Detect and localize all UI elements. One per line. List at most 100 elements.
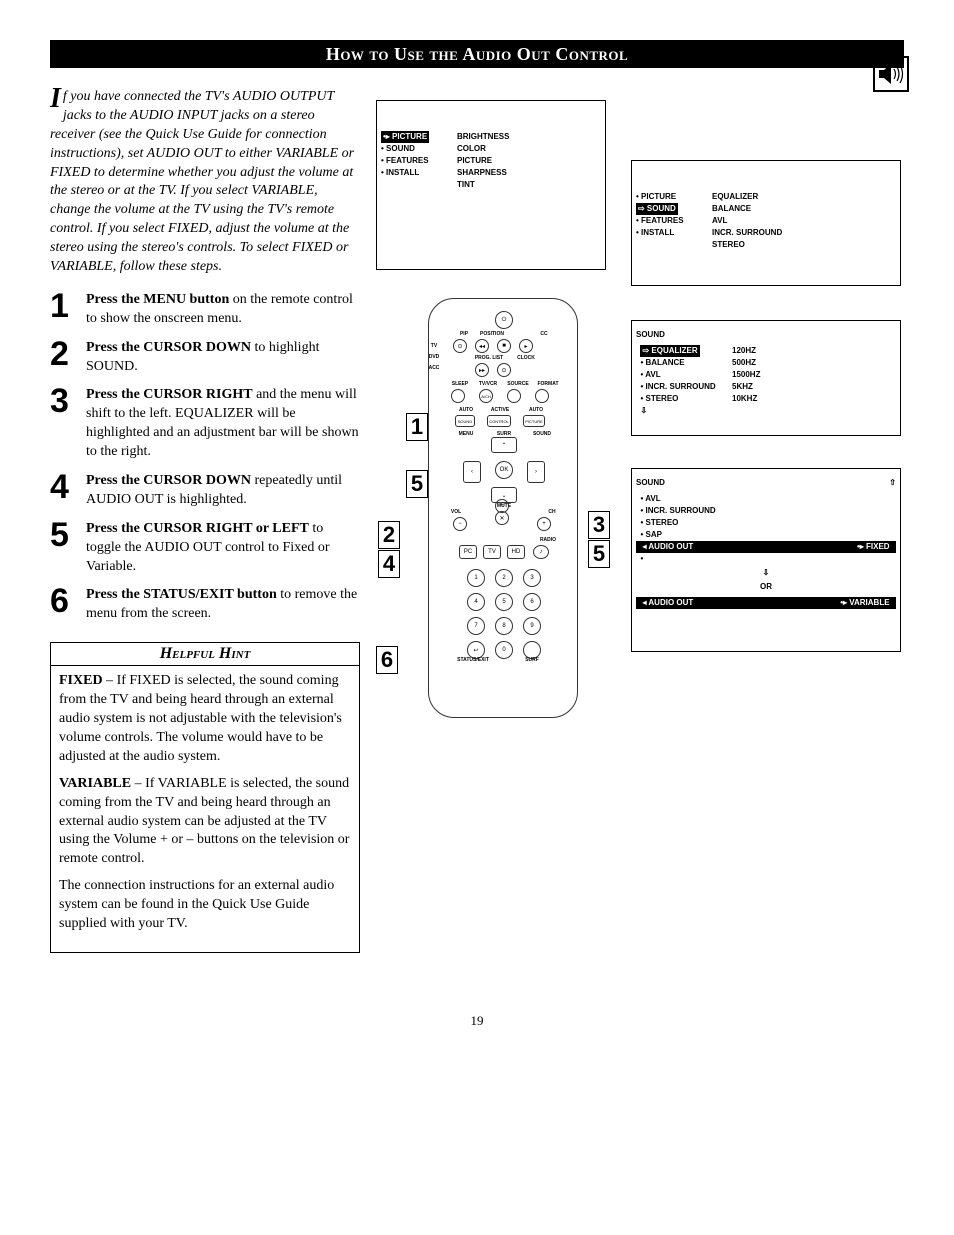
remote-label: RADIO <box>533 537 563 543</box>
remote-label: PIP <box>449 331 479 337</box>
step-number: 1 <box>50 291 78 322</box>
diagram-area: •▸ PICTUREBRIGHTNESSSOUNDCOLORFEATURESPI… <box>376 88 904 788</box>
remote-button: ⊙ <box>497 363 511 377</box>
callout-5b: 5 <box>588 540 610 568</box>
callout-4: 4 <box>378 550 400 578</box>
remote-button: + <box>537 517 551 531</box>
step: 2Press the CURSOR DOWN to highlight SOUN… <box>50 339 360 377</box>
remote-label: SOUND <box>527 431 557 437</box>
step-number: 5 <box>50 520 78 551</box>
osd-menu-audio-out: SOUND⇧ AVL INCR. SURROUND STEREO SAP ◂ A… <box>631 468 901 652</box>
remote-control: ⏻ PIPPOSITION CC ⊙ ◂◂ ■ ▸ PROG. LISTCLOCK ▸▸ ⊙ TV D… <box>428 298 578 718</box>
page-header: How to Use the Audio Out Control <box>50 40 904 68</box>
callout-6: 6 <box>376 646 398 674</box>
page-number: 19 <box>50 1013 904 1029</box>
remote-label: AUTO <box>521 407 551 413</box>
diagram-column: •▸ PICTUREBRIGHTNESSSOUNDCOLORFEATURESPI… <box>376 88 904 953</box>
step: 3 Press the CURSOR RIGHT and the menu wil… <box>50 386 360 462</box>
step-number: 3 <box>50 386 78 417</box>
remote-label: FORMAT <box>533 381 563 387</box>
remote-button: 2 <box>495 569 513 587</box>
step: 4 Press the CURSOR DOWN repeatedly until … <box>50 472 360 510</box>
remote-button: ✕ <box>495 511 509 525</box>
remote-button: 6 <box>523 593 541 611</box>
step: 5 Press the CURSOR RIGHT or LEFT to toggl… <box>50 520 360 577</box>
left-column: If you have connected the TV's AUDIO OUT… <box>50 88 360 953</box>
remote-button: HD <box>507 545 525 559</box>
callout-3: 3 <box>588 511 610 539</box>
remote-label: ACTIVE <box>485 407 515 413</box>
remote-label: SURF <box>517 657 547 663</box>
step: 6 Press the STATUS/EXIT button to remove … <box>50 586 360 624</box>
step-number: 6 <box>50 586 78 617</box>
intro-text: f you have connected the TV's AUDIO OUTP… <box>50 89 354 274</box>
page-title: How to Use the Audio Out Control <box>326 44 628 65</box>
callout-2: 2 <box>378 521 400 549</box>
remote-button: 7 <box>467 617 485 635</box>
remote-button <box>451 389 465 403</box>
steps-list: 1 Press the MENU button on the remote con… <box>50 291 360 624</box>
osd-menu-picture: •▸ PICTUREBRIGHTNESSSOUNDCOLORFEATURESPI… <box>376 100 606 270</box>
remote-label: DVD <box>427 354 441 360</box>
remote-label: POSITION <box>477 331 507 337</box>
remote-button: ■ <box>497 339 511 353</box>
step-number: 2 <box>50 339 78 370</box>
remote-button: 3 <box>523 569 541 587</box>
remote-button: − <box>453 517 467 531</box>
step-text: Press the CURSOR DOWN repeatedly until A… <box>86 472 360 510</box>
remote-label: CLOCK <box>511 355 541 361</box>
hint-p1: FIXED – If FIXED is selected, the sound … <box>59 672 351 766</box>
osd-menu-sound: PICTUREEQUALIZER⇨ SOUNDBALANCEFEATURESAV… <box>631 160 901 286</box>
remote-button: CONTROL <box>487 415 511 427</box>
remote-label: ACC <box>427 365 441 371</box>
remote-label: AUTO <box>451 407 481 413</box>
remote-label: TV <box>427 343 441 349</box>
remote-label: PROG. LIST <box>469 355 509 361</box>
step-text: Press the CURSOR RIGHT or LEFT to toggle… <box>86 520 360 577</box>
remote-button: 9 <box>523 617 541 635</box>
remote-label: MENU <box>451 431 481 437</box>
remote-button: ⏻ <box>495 311 513 329</box>
step-text: Press the MENU button on the remote cont… <box>86 291 360 329</box>
remote-button: ♪ <box>533 545 549 559</box>
remote-button: TV <box>483 545 501 559</box>
drop-cap: I <box>50 88 61 110</box>
remote-button: › <box>527 461 545 483</box>
hint-p2: VARIABLE – If VARIABLE is selected, the … <box>59 775 351 869</box>
remote-button: ⊙ <box>453 339 467 353</box>
remote-button: ▸ <box>519 339 533 353</box>
intro-paragraph: If you have connected the TV's AUDIO OUT… <box>50 88 360 277</box>
remote-button: + <box>495 499 509 513</box>
helpful-hint-box: Helpful Hint FIXED – If FIXED is selecte… <box>50 642 360 953</box>
remote-label: CC <box>529 331 559 337</box>
remote-button: 4 <box>467 593 485 611</box>
callout-5a: 5 <box>406 470 428 498</box>
remote-button: PICTURE <box>523 415 545 427</box>
remote-button: ◂◂ <box>475 339 489 353</box>
remote-button: 8 <box>495 617 513 635</box>
hint-p3: The connection instructions for an exter… <box>59 877 351 934</box>
remote-button: OK <box>495 461 513 479</box>
remote-button: 0 <box>495 641 513 659</box>
remote-label: SLEEP <box>445 381 475 387</box>
remote-button <box>535 389 549 403</box>
remote-button: ‹ <box>463 461 481 483</box>
remote-label: VOL <box>449 509 463 515</box>
remote-button: 1 <box>467 569 485 587</box>
step-number: 4 <box>50 472 78 503</box>
step: 1 Press the MENU button on the remote con… <box>50 291 360 329</box>
remote-button: ⌃ <box>491 437 517 453</box>
step-text: Press the STATUS/EXIT button to remove t… <box>86 586 360 624</box>
remote-button: A/CH <box>479 389 493 403</box>
remote-button: ▸▸ <box>475 363 489 377</box>
callout-1: 1 <box>406 413 428 441</box>
remote-button: 5 <box>495 593 513 611</box>
remote-label: TV/VCR <box>473 381 503 387</box>
step-text: Press the CURSOR RIGHT and the menu will… <box>86 386 360 462</box>
osd-menu-equalizer: SOUND ⇨ EQUALIZER120HZ BALANCE500HZ AVL1… <box>631 320 901 436</box>
remote-label: CH <box>545 509 559 515</box>
remote-label: STATUS/EXIT <box>453 657 493 663</box>
speaker-icon <box>873 56 909 92</box>
hint-title: Helpful Hint <box>51 643 359 666</box>
remote-button: SOUND <box>455 415 475 427</box>
